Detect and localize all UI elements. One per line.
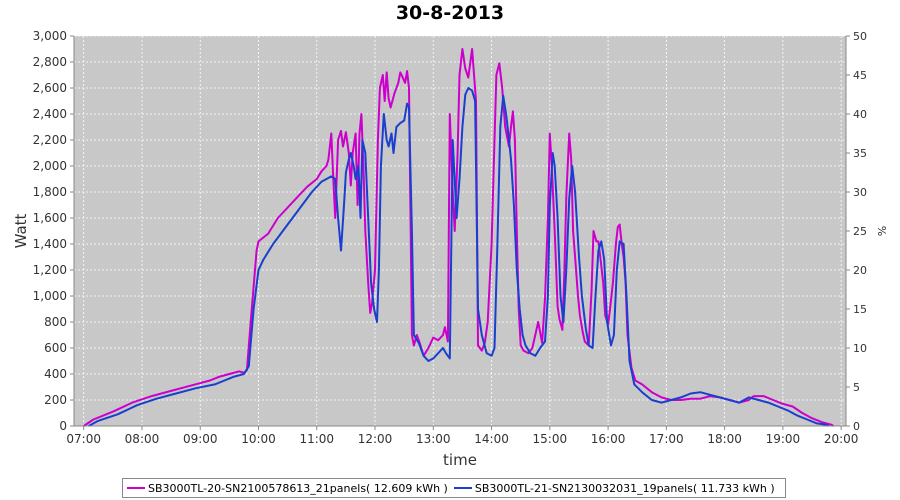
series-layer: [83, 48, 834, 427]
x-tick-label: 18:00: [707, 432, 742, 446]
y-tick-label: 800: [44, 315, 67, 329]
legend-item-series-2: SB3000TL-21-SN2130032031_19panels( 11.73…: [453, 481, 775, 495]
x-tick-label: 20:00: [824, 432, 859, 446]
y2-tick-label: 35: [853, 147, 867, 160]
y-tick-label: 2,800: [33, 55, 67, 69]
y-tick-label: 1,600: [33, 211, 67, 225]
y-tick-label: 1,000: [33, 289, 67, 303]
legend: SB3000TL-20-SN2100578613_21panels( 12.60…: [122, 478, 786, 498]
x-tick-label: 17:00: [649, 432, 684, 446]
y2-tick-label: 10: [853, 342, 867, 355]
x-tick-label: 14:00: [474, 432, 509, 446]
y-tick-label: 2,600: [33, 81, 67, 95]
y-axis-label: Watt: [12, 213, 30, 248]
y2-tick-label: 20: [853, 264, 867, 277]
legend-label-series-2: SB3000TL-21-SN2130032031_19panels( 11.73…: [474, 481, 775, 495]
series-line-2: [88, 87, 830, 427]
y-tick-label: 0: [59, 419, 67, 433]
y2-tick-label: 45: [853, 69, 867, 82]
y-tick-label: 200: [44, 393, 67, 407]
y-tick-label: 1,200: [33, 263, 67, 277]
y2-tick-label: 30: [853, 186, 867, 199]
y-tick-label: 600: [44, 341, 67, 355]
x-axis-label: time: [443, 451, 477, 469]
legend-item-series-1: SB3000TL-20-SN2100578613_21panels( 12.60…: [127, 482, 448, 495]
y-tick-label: 400: [44, 367, 67, 381]
x-tick-label: 19:00: [766, 432, 801, 446]
y2-axis-label: %: [875, 226, 888, 236]
y-tick-label: 2,400: [33, 107, 67, 121]
axes: 02004006008001,0001,2001,4001,6001,8002,…: [33, 29, 867, 446]
x-tick-label: 09:00: [183, 432, 218, 446]
y-tick-label: 3,000: [33, 29, 67, 43]
x-tick-label: 13:00: [416, 432, 451, 446]
y-tick-label: 1,800: [33, 185, 67, 199]
y-tick-label: 2,200: [33, 133, 67, 147]
plot-area: [74, 36, 846, 426]
x-tick-label: 12:00: [358, 432, 393, 446]
x-tick-label: 16:00: [591, 432, 626, 446]
legend-label-series-1: SB3000TL-20-SN2100578613_21panels( 12.60…: [148, 481, 448, 495]
x-tick-label: 11:00: [299, 432, 334, 446]
y-tick-label: 1,400: [33, 237, 67, 251]
y2-tick-label: 25: [853, 225, 867, 238]
chart-title: 30-8-2013: [395, 2, 505, 24]
x-tick-label: 08:00: [125, 432, 160, 446]
x-tick-label: 10:00: [241, 432, 276, 446]
y2-tick-label: 40: [853, 108, 867, 121]
y2-tick-label: 15: [853, 303, 867, 316]
x-tick-label: 15:00: [533, 432, 568, 446]
x-tick-label: 07:00: [66, 432, 101, 446]
series-line-1: [83, 48, 834, 427]
y2-tick-label: 50: [853, 30, 867, 43]
legend-swatch-series-1: [127, 487, 145, 489]
legend-swatch-series-2: [453, 487, 472, 489]
y2-tick-label: 0: [853, 420, 860, 433]
y2-tick-label: 5: [853, 381, 860, 394]
y-tick-label: 2,000: [33, 159, 67, 173]
